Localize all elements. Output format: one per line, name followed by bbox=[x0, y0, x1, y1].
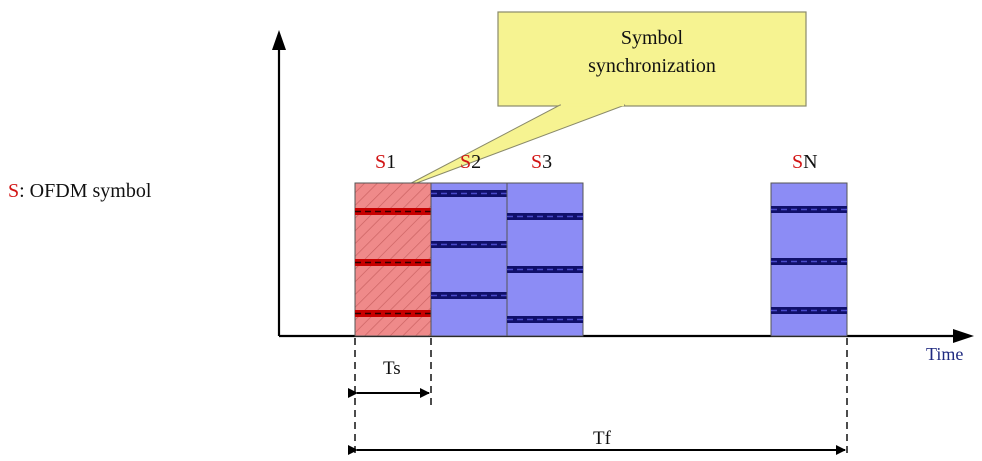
symbol-block-sn bbox=[770, 182, 848, 337]
x-axis-arrow-icon bbox=[953, 329, 974, 343]
symbol-label-s2: S2 bbox=[460, 151, 481, 173]
ts-label: Ts bbox=[383, 358, 401, 379]
symbol-sync-callout: Symbol synchronization bbox=[397, 11, 807, 191]
callout-line-2: synchronization bbox=[588, 55, 716, 77]
symbol-label-sn: SN bbox=[792, 151, 818, 173]
symbol-block-s3 bbox=[506, 182, 584, 337]
callout-line-1: Symbol bbox=[621, 27, 684, 49]
duration-guides bbox=[354, 338, 848, 455]
symbol-label-s3: S3 bbox=[531, 151, 552, 173]
tf-duration: Tf bbox=[348, 428, 846, 455]
legend: S: OFDM symbol bbox=[8, 180, 151, 203]
symbol-block-s2 bbox=[430, 182, 508, 337]
x-axis-label: Time bbox=[926, 344, 963, 364]
tf-label: Tf bbox=[593, 428, 612, 449]
symbol-block-s1 bbox=[354, 182, 432, 337]
legend-text: : OFDM symbol bbox=[19, 180, 152, 202]
legend-symbol-letter: S bbox=[8, 180, 20, 202]
symbol-label-s1: S1 bbox=[375, 151, 396, 173]
y-axis-arrow-icon bbox=[272, 30, 286, 50]
ts-duration: Ts bbox=[348, 358, 430, 398]
